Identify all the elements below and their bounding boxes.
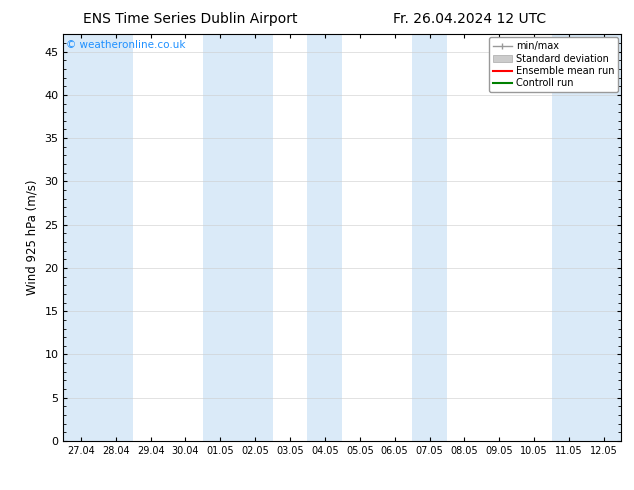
Text: © weatheronline.co.uk: © weatheronline.co.uk — [66, 40, 186, 50]
Y-axis label: Wind 925 hPa (m/s): Wind 925 hPa (m/s) — [26, 180, 39, 295]
Text: Fr. 26.04.2024 12 UTC: Fr. 26.04.2024 12 UTC — [392, 12, 546, 26]
Bar — [307, 34, 342, 441]
Text: ENS Time Series Dublin Airport: ENS Time Series Dublin Airport — [83, 12, 297, 26]
Bar — [412, 34, 447, 441]
Bar — [552, 34, 586, 441]
Bar — [98, 34, 133, 441]
Bar — [203, 34, 238, 441]
Bar — [238, 34, 273, 441]
Bar — [586, 34, 621, 441]
Legend: min/max, Standard deviation, Ensemble mean run, Controll run: min/max, Standard deviation, Ensemble me… — [489, 37, 618, 92]
Bar — [63, 34, 98, 441]
